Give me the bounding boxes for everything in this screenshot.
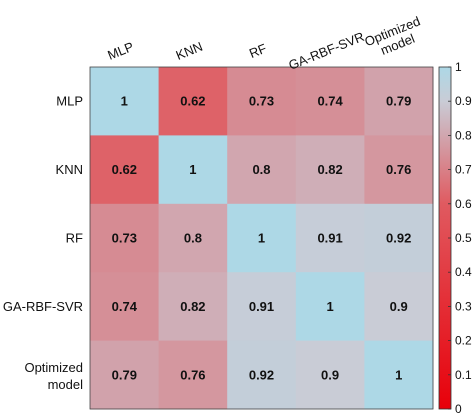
cell-value-label: 0.74 xyxy=(112,299,138,314)
heatmap-cell xyxy=(295,340,365,410)
cell-value-label: 0.62 xyxy=(180,94,205,109)
cell-value-label: 0.82 xyxy=(317,162,342,177)
heatmap-cell xyxy=(90,340,160,410)
row-label: RF xyxy=(66,231,83,246)
colorbar-tick-label: 0.2 xyxy=(455,334,472,348)
cell-value-label: 0.8 xyxy=(252,162,270,177)
colorbar-tick-label: 0.4 xyxy=(455,265,472,279)
heatmap-cell xyxy=(158,135,228,205)
colorbar-tick-label: 0.3 xyxy=(455,299,472,313)
heatmap-cell xyxy=(227,203,297,273)
cell-value-label: 1 xyxy=(395,367,402,382)
colorbar-tick-label: 0.5 xyxy=(455,231,472,245)
heatmap-cell-labels: 1 0.62 0.73 0.74 0.79 0.62 1 0.8 0.82 0.76 0.73 0.8… xyxy=(112,94,412,383)
colorbar-tick-label: 0 xyxy=(455,402,462,416)
row-label: GA-RBF-SVR xyxy=(3,299,83,314)
row-label-line: model xyxy=(48,377,84,392)
heatmap-cell xyxy=(295,272,365,342)
cell-value-label: 0.79 xyxy=(386,94,411,109)
colorbar-tick-label: 0.9 xyxy=(455,94,472,108)
cell-value-label: 0.73 xyxy=(112,231,137,246)
heatmap-cell xyxy=(364,67,434,136)
cell-value-label: 0.91 xyxy=(249,299,274,314)
row-label-line: Optimized xyxy=(24,360,83,375)
heatmap-border xyxy=(89,66,434,410)
cell-value-label: 0.92 xyxy=(249,367,274,382)
cell-value-label: 0.9 xyxy=(321,367,339,382)
heatmap-cell xyxy=(295,203,365,273)
heatmap-cell xyxy=(227,135,297,205)
heatmap-cells xyxy=(89,66,434,410)
heatmap-cell xyxy=(227,67,297,136)
heatmap-cell xyxy=(158,340,228,410)
column-label-text: GA-RBF-SVR xyxy=(286,29,366,73)
colorbar-ticks: 0 0.1 0.2 0.3 0.4 0.5 0.6 0.7 0.8 0.9 1 xyxy=(448,60,472,416)
cell-value-label: 0.82 xyxy=(180,299,205,314)
heatmap-cell xyxy=(227,272,297,342)
row-labels: MLP KNN RF GA-RBF-SVR Optimized model xyxy=(3,94,83,392)
cell-value-label: 0.9 xyxy=(390,299,408,314)
column-label: RF xyxy=(247,41,269,61)
column-label: GA-RBF-SVR xyxy=(286,29,366,73)
heatmap-cell xyxy=(90,203,160,273)
colorbar-tick-label: 0.8 xyxy=(455,128,472,142)
heatmap-cell xyxy=(158,272,228,342)
row-label: KNN xyxy=(56,162,83,177)
heatmap-cell xyxy=(295,67,365,136)
colorbar-tick-label: 1 xyxy=(455,60,462,74)
cell-value-label: 0.74 xyxy=(317,94,343,109)
heatmap-cell xyxy=(364,340,434,410)
cell-value-label: 0.79 xyxy=(112,367,137,382)
cell-value-label: 0.91 xyxy=(317,231,342,246)
column-label-text: Optimizedmodel xyxy=(362,13,427,62)
row-label: Optimized model xyxy=(24,360,83,392)
heatmap-cell xyxy=(364,272,434,342)
colorbar-tick-label: 0.6 xyxy=(455,197,472,211)
column-label-text: MLP xyxy=(105,39,135,63)
cell-value-label: 0.73 xyxy=(249,94,274,109)
heatmap-cell xyxy=(90,67,160,136)
cell-value-label: 1 xyxy=(121,94,128,109)
cell-value-label: 0.76 xyxy=(386,162,411,177)
cell-value-label: 0.92 xyxy=(386,231,411,246)
column-label-text: KNN xyxy=(174,39,205,63)
cell-value-label: 1 xyxy=(189,162,196,177)
heatmap-cell xyxy=(90,272,160,342)
column-label: KNN xyxy=(174,39,205,63)
heatmap-cell xyxy=(364,203,434,273)
colorbar-tick-label: 0.1 xyxy=(455,368,472,382)
cell-value-label: 1 xyxy=(326,299,333,314)
heatmap-cell xyxy=(158,203,228,273)
cell-value-label: 0.8 xyxy=(184,231,202,246)
heatmap-cell xyxy=(158,67,228,136)
row-label: MLP xyxy=(56,94,83,109)
column-label: MLP xyxy=(105,39,135,63)
heatmap-cell xyxy=(295,135,365,205)
column-label-text: RF xyxy=(247,41,269,61)
column-label: Optimizedmodel xyxy=(362,13,427,62)
cell-value-label: 1 xyxy=(258,231,265,246)
colorbar-tick-label: 0.7 xyxy=(455,163,472,177)
heatmap-cell xyxy=(364,135,434,205)
heatmap-cell xyxy=(227,340,297,410)
cell-value-label: 0.62 xyxy=(112,162,137,177)
heatmap-cell xyxy=(90,135,160,205)
cell-value-label: 0.76 xyxy=(180,367,205,382)
